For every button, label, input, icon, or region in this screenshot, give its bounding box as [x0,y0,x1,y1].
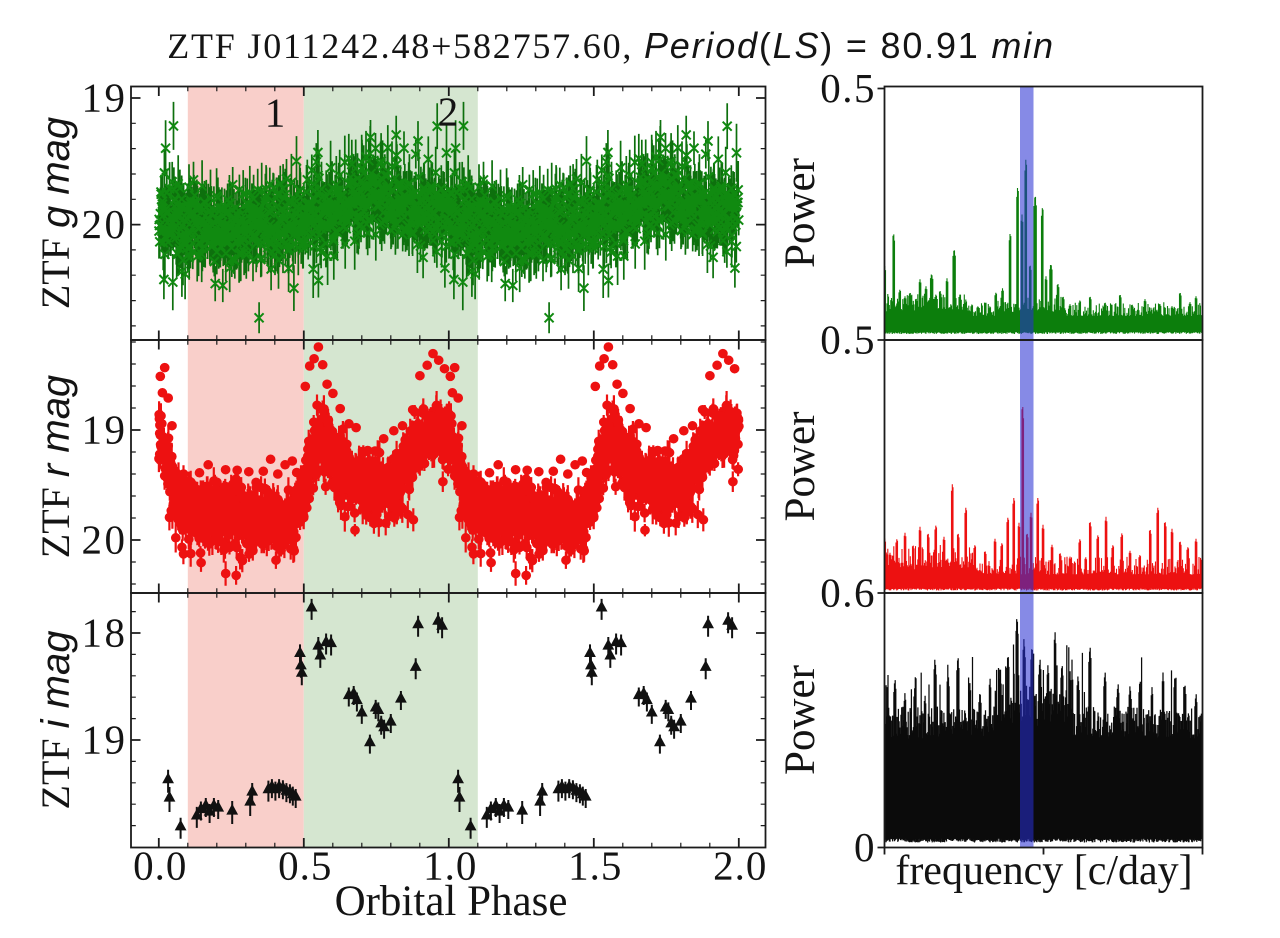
svg-text:18: 18 [82,610,128,656]
svg-text:1.0: 1.0 [423,843,477,889]
svg-text:0: 0 [854,824,876,870]
svg-text:Power: Power [777,665,824,775]
svg-text:2: 2 [438,89,459,135]
svg-text:ZTF J011242.48+582757.60, Peri: ZTF J011242.48+582757.60, Period(LS) = 8… [167,25,1055,66]
svg-text:20: 20 [82,201,128,247]
svg-text:0.6: 0.6 [820,570,876,616]
svg-text:ZTF r mag: ZTF r mag [33,375,78,558]
svg-text:Orbital Phase: Orbital Phase [335,878,568,925]
svg-text:1.5: 1.5 [568,843,622,889]
svg-text:ZTF g mag: ZTF g mag [33,117,78,309]
svg-text:0.5: 0.5 [820,65,876,111]
svg-text:1: 1 [265,90,286,136]
svg-text:0.0: 0.0 [133,843,187,889]
svg-text:2.0: 2.0 [713,843,767,889]
svg-text:frequency [c/day]: frequency [c/day] [895,848,1192,894]
svg-text:19: 19 [82,75,128,121]
svg-text:19: 19 [82,717,128,763]
svg-text:Power: Power [777,158,824,268]
svg-text:Power: Power [777,412,824,522]
svg-text:0.5: 0.5 [820,317,876,363]
svg-text:19: 19 [82,407,128,453]
svg-text:20: 20 [82,517,128,563]
svg-text:0.5: 0.5 [278,843,332,889]
svg-text:ZTF i mag: ZTF i mag [33,631,78,810]
